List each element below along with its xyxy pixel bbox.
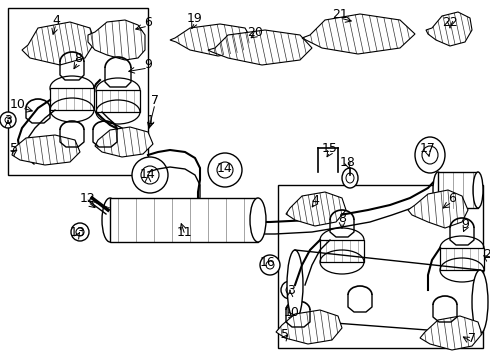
Text: 3: 3 (287, 284, 295, 297)
Text: 11: 11 (177, 225, 193, 238)
Ellipse shape (472, 270, 488, 334)
Text: 10: 10 (10, 99, 26, 112)
Text: 7: 7 (468, 332, 476, 345)
Text: 3: 3 (4, 113, 12, 126)
Text: 20: 20 (247, 26, 263, 39)
Text: 7: 7 (151, 94, 159, 107)
Polygon shape (170, 24, 252, 56)
Ellipse shape (76, 228, 84, 236)
Text: 9: 9 (461, 219, 469, 231)
Polygon shape (88, 20, 145, 60)
Text: 18: 18 (340, 156, 356, 168)
Ellipse shape (286, 286, 294, 294)
Text: 14: 14 (140, 168, 156, 181)
Ellipse shape (415, 137, 445, 173)
Text: 8: 8 (338, 211, 346, 225)
Polygon shape (22, 22, 95, 65)
Polygon shape (302, 14, 415, 54)
Ellipse shape (342, 168, 358, 188)
Text: 12: 12 (80, 192, 96, 204)
Text: 4: 4 (52, 13, 60, 27)
Bar (96, 90, 140, 112)
Ellipse shape (433, 172, 443, 208)
Text: 17: 17 (420, 141, 436, 154)
Ellipse shape (281, 281, 299, 299)
Text: 19: 19 (187, 12, 203, 24)
Polygon shape (426, 12, 472, 46)
Polygon shape (408, 190, 468, 228)
Text: 5: 5 (281, 328, 289, 342)
Polygon shape (276, 310, 342, 344)
Bar (438, 172, 478, 208)
Text: 16: 16 (260, 256, 276, 269)
Ellipse shape (141, 166, 159, 184)
Ellipse shape (473, 172, 483, 208)
Ellipse shape (287, 250, 303, 320)
Text: 5: 5 (10, 141, 18, 154)
Ellipse shape (260, 255, 280, 275)
Ellipse shape (422, 146, 438, 164)
Bar (8, 8, 148, 175)
Polygon shape (95, 127, 153, 157)
Ellipse shape (346, 173, 354, 183)
Ellipse shape (102, 198, 118, 242)
Bar (110, 198, 258, 242)
Polygon shape (286, 192, 346, 226)
Text: 6: 6 (144, 15, 152, 28)
Ellipse shape (217, 162, 233, 178)
Text: 1: 1 (147, 113, 155, 126)
Bar (50, 88, 94, 110)
Text: 14: 14 (217, 162, 233, 175)
Ellipse shape (71, 223, 89, 241)
Ellipse shape (132, 157, 168, 193)
Polygon shape (208, 30, 312, 65)
Text: 21: 21 (332, 9, 348, 22)
Text: 13: 13 (70, 225, 86, 238)
Ellipse shape (0, 112, 16, 128)
Bar (320, 240, 364, 262)
Text: 2: 2 (483, 248, 490, 261)
Text: 15: 15 (322, 141, 338, 154)
Text: 4: 4 (311, 194, 319, 207)
Text: 10: 10 (284, 306, 300, 319)
Text: 8: 8 (74, 51, 82, 64)
Ellipse shape (266, 261, 274, 269)
Ellipse shape (5, 117, 11, 123)
Ellipse shape (208, 153, 242, 187)
Ellipse shape (250, 198, 266, 242)
Bar (440, 248, 484, 270)
Polygon shape (12, 135, 80, 165)
Text: 6: 6 (448, 192, 456, 204)
Text: 9: 9 (144, 58, 152, 72)
Bar (278, 185, 483, 348)
Text: 22: 22 (442, 15, 458, 28)
Polygon shape (420, 316, 482, 350)
